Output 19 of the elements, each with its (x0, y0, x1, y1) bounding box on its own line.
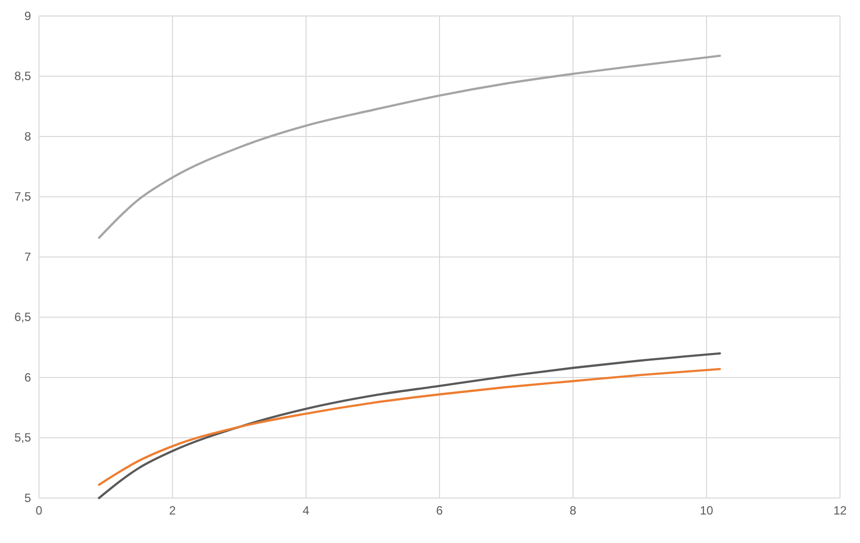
x-tick-label: 4 (302, 504, 310, 518)
x-tick-label: 2 (169, 504, 176, 518)
line-series (98, 352, 721, 500)
y-tick-label: 9 (24, 8, 32, 23)
y-tick-label: 5 (24, 490, 32, 505)
y-tick-label: 8,5 (14, 69, 32, 84)
y-tick-label: 8 (24, 129, 32, 144)
y-tick-label: 7,5 (14, 190, 32, 204)
y-tick-label: 6,5 (14, 310, 32, 324)
y-tick-label: 7 (24, 250, 32, 264)
x-tick-label: 6 (436, 504, 444, 518)
x-tick-label: 0 (36, 504, 43, 518)
x-tick-label: 12 (833, 504, 847, 518)
x-tick-label: 8 (570, 504, 577, 518)
x-tick-label: 10 (700, 504, 714, 518)
line-series (98, 368, 721, 486)
y-tick-label: 5,5 (14, 430, 32, 445)
line-series (98, 54, 721, 239)
y-tick-label: 6 (24, 370, 32, 384)
